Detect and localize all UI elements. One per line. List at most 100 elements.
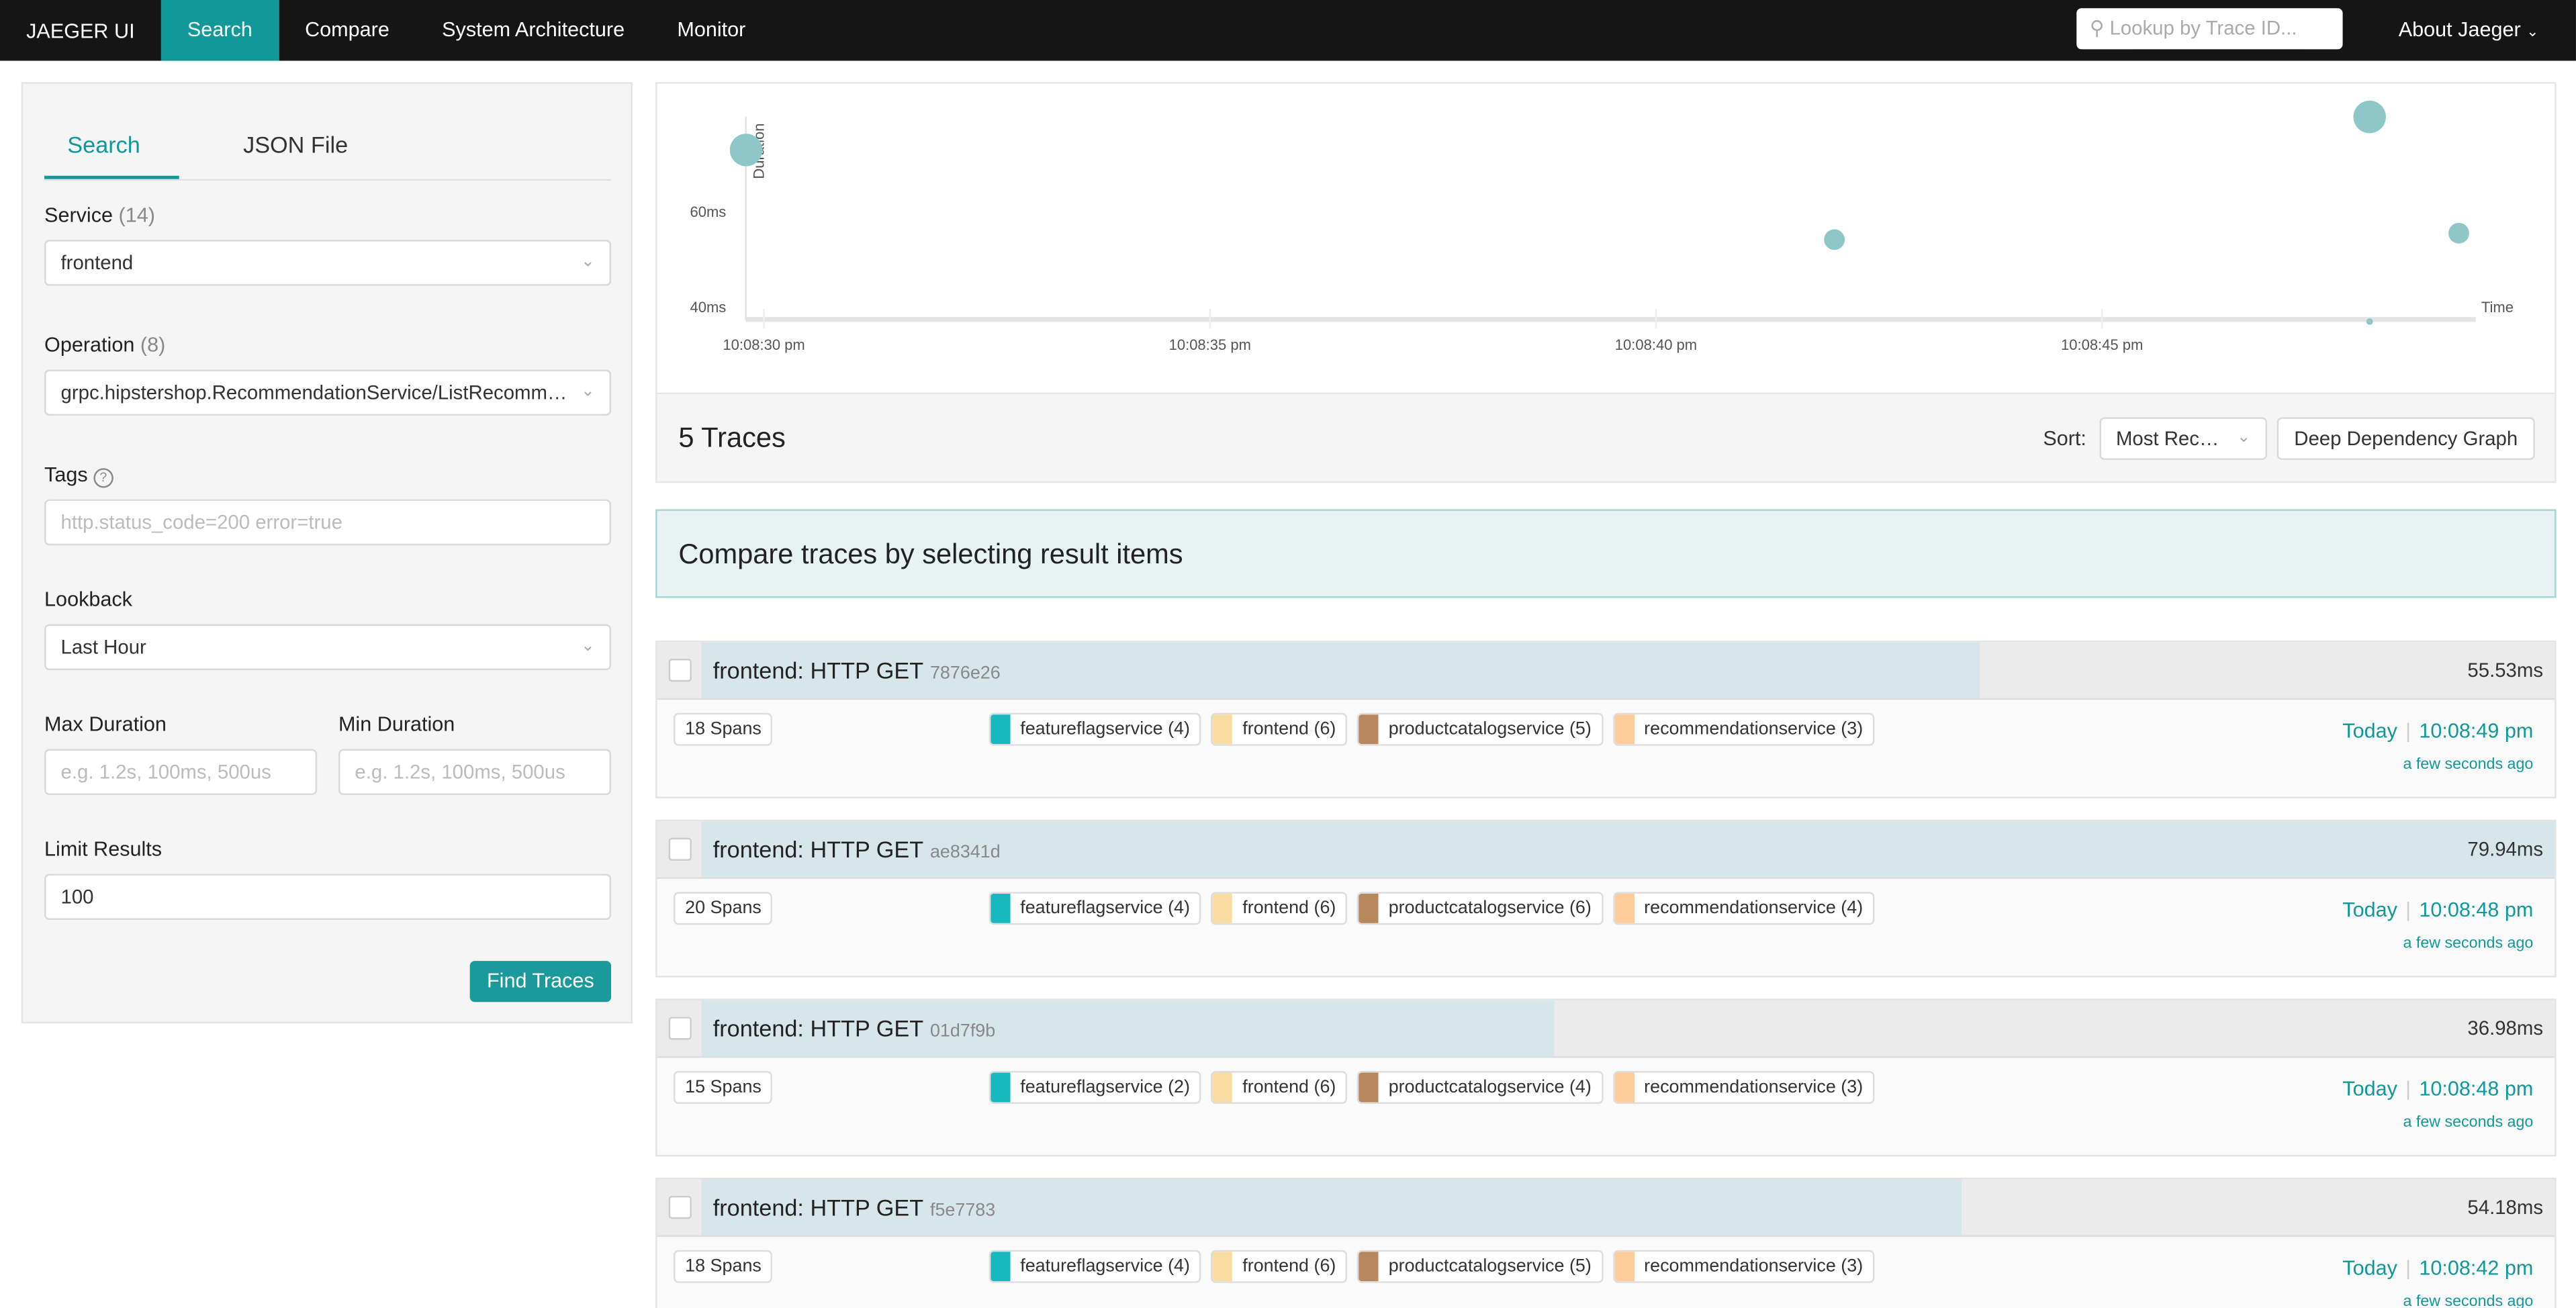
trace-title[interactable]: frontend: HTTP GET f5e7783 <box>712 1194 996 1221</box>
trace-result-item[interactable]: frontend: HTTP GET f5e7783 54.18ms 18 Spa… <box>655 1178 2557 1308</box>
service-tags: featureflagservice (4) frontend (6) produc… <box>988 712 1875 746</box>
service-tag-label: productcatalogservice (5) <box>1388 719 1592 739</box>
service-tag-label: recommendationservice (4) <box>1644 898 1864 919</box>
trace-point[interactable] <box>729 134 763 167</box>
service-tag: featureflagservice (2) <box>988 1071 1202 1104</box>
deep-dependency-graph-button[interactable]: Deep Dependency Graph <box>2276 417 2535 460</box>
service-color-swatch <box>1213 1072 1233 1103</box>
nav-compare[interactable]: Compare <box>305 17 389 42</box>
service-tag: frontend (6) <box>1211 1071 1348 1104</box>
trace-title[interactable]: frontend: HTTP GET 7876e26 <box>712 657 1001 684</box>
nav-search[interactable]: Search <box>160 0 279 61</box>
lookback-label: Lookback <box>44 588 132 612</box>
lookback-select[interactable]: Last Hour ⌄ <box>44 624 612 671</box>
top-nav: JAEGER UI Search Compare System Architec… <box>0 0 2576 61</box>
trace-relative-time: a few seconds ago <box>2403 755 2534 774</box>
service-tags: featureflagservice (4) frontend (6) produc… <box>988 1250 1875 1283</box>
trace-select-checkbox[interactable] <box>668 1017 692 1040</box>
service-color-swatch <box>1614 1072 1635 1103</box>
operation-label: Operation (8) <box>44 333 166 357</box>
x-tick-label: 10:08:30 pm <box>723 336 804 353</box>
tab-json-file[interactable]: JSON File <box>243 131 349 158</box>
service-color-swatch <box>1614 1252 1635 1282</box>
brand-logo[interactable]: JAEGER UI <box>26 19 135 42</box>
trace-duration: 36.98ms <box>2467 1017 2544 1040</box>
trace-point[interactable] <box>2353 100 2386 134</box>
trace-header[interactable]: frontend: HTTP GET f5e7783 54.18ms <box>657 1179 2555 1237</box>
trace-result-item[interactable]: frontend: HTTP GET ae8341d 79.94ms 20 Spa… <box>655 819 2557 978</box>
y-tick-60ms: 60ms <box>690 203 727 220</box>
sort-label: Sort: <box>2043 427 2086 451</box>
trace-select-checkbox[interactable] <box>668 837 692 861</box>
service-tag-label: featureflagservice (4) <box>1020 1256 1190 1276</box>
trace-header[interactable]: frontend: HTTP GET 01d7f9b 36.98ms <box>657 1000 2555 1058</box>
trace-result-item[interactable]: frontend: HTTP GET 7876e26 55.53ms 18 Spa… <box>655 641 2557 798</box>
chevron-down-icon: ⌄ <box>2526 23 2539 40</box>
trace-duration: 79.94ms <box>2467 837 2544 861</box>
service-tags: featureflagservice (4) frontend (6) produc… <box>988 892 1875 925</box>
x-axis-label: Time <box>2481 299 2514 316</box>
service-tag-label: recommendationservice (3) <box>1644 1256 1864 1276</box>
service-tag-label: recommendationservice (3) <box>1644 1077 1864 1098</box>
x-axis <box>745 317 2476 322</box>
y-tick-40ms: 40ms <box>690 299 727 316</box>
trace-point[interactable] <box>2366 318 2373 325</box>
trace-point[interactable] <box>1824 229 1845 250</box>
service-tag-label: featureflagservice (4) <box>1020 719 1190 739</box>
span-count-badge: 20 Spans <box>674 892 773 925</box>
min-duration-input[interactable]: e.g. 1.2s, 100ms, 500us <box>338 749 612 796</box>
trace-duration: 54.18ms <box>2467 1195 2544 1219</box>
trace-duration-bar <box>701 642 1980 698</box>
span-count-badge: 18 Spans <box>674 1250 773 1283</box>
lookup-placeholder: Lookup by Trace ID... <box>2109 16 2297 40</box>
trace-header[interactable]: frontend: HTTP GET 7876e26 55.53ms <box>657 642 2555 700</box>
trace-relative-time: a few seconds ago <box>2403 935 2534 953</box>
find-traces-button[interactable]: Find Traces <box>469 961 612 1002</box>
service-tag: frontend (6) <box>1211 892 1348 925</box>
trace-title[interactable]: frontend: HTTP GET ae8341d <box>712 836 1001 863</box>
service-tag-label: frontend (6) <box>1242 719 1336 739</box>
service-tag: recommendationservice (3) <box>1612 712 1875 746</box>
x-tick-label: 10:08:35 pm <box>1169 336 1251 353</box>
min-duration-label: Min Duration <box>338 712 455 736</box>
tags-input[interactable]: http.status_code=200 error=true <box>44 499 612 546</box>
trace-id: 01d7f9b <box>929 1021 996 1042</box>
trace-relative-time: a few seconds ago <box>2403 1293 2534 1308</box>
nav-system-architecture[interactable]: System Architecture <box>442 17 625 42</box>
span-count-badge: 18 Spans <box>674 712 773 746</box>
trace-id-lookup-input[interactable]: ⚲ Lookup by Trace ID... <box>2076 8 2343 50</box>
trace-relative-time: a few seconds ago <box>2403 1113 2534 1132</box>
chevron-down-icon: ⌄ <box>2237 428 2251 447</box>
about-jaeger-menu[interactable]: About Jaeger ⌄ <box>2399 0 2539 62</box>
service-tag-label: frontend (6) <box>1242 898 1336 919</box>
service-tag-label: productcatalogservice (4) <box>1388 1077 1592 1098</box>
service-select[interactable]: frontend ⌄ <box>44 240 612 286</box>
limit-results-input[interactable]: 100 <box>44 874 612 920</box>
trace-select-checkbox[interactable] <box>668 659 692 682</box>
service-label: Service (14) <box>44 203 155 227</box>
sort-select[interactable]: Most Recent ⌄ <box>2099 417 2268 460</box>
nav-monitor[interactable]: Monitor <box>677 17 746 42</box>
trace-select-checkbox[interactable] <box>668 1195 692 1219</box>
service-color-swatch <box>1359 1252 1379 1282</box>
help-icon[interactable]: ? <box>93 468 113 488</box>
trace-timestamp: Today | 10:08:48 pm <box>2342 898 2534 922</box>
service-color-swatch <box>1213 893 1233 923</box>
service-tag-label: recommendationservice (3) <box>1644 719 1864 739</box>
operation-select[interactable]: grpc.hipstershop.RecommendationService/L… <box>44 369 612 416</box>
max-duration-input[interactable]: e.g. 1.2s, 100ms, 500us <box>44 749 318 796</box>
trace-count: 5 Traces <box>678 422 786 454</box>
trace-point[interactable] <box>2448 222 2469 244</box>
max-duration-label: Max Duration <box>44 712 167 736</box>
tab-search[interactable]: Search <box>67 131 140 158</box>
trace-header[interactable]: frontend: HTTP GET ae8341d 79.94ms <box>657 821 2555 879</box>
chevron-down-icon: ⌄ <box>581 252 595 271</box>
service-tag: productcatalogservice (4) <box>1357 1071 1603 1104</box>
trace-result-item[interactable]: frontend: HTTP GET 01d7f9b 36.98ms 15 Spa… <box>655 998 2557 1157</box>
x-tick-label: 10:08:45 pm <box>2061 336 2143 353</box>
service-color-swatch <box>991 1252 1011 1282</box>
trace-title[interactable]: frontend: HTTP GET 01d7f9b <box>712 1015 996 1042</box>
tags-label: Tags ? <box>44 463 113 488</box>
service-tag: productcatalogservice (5) <box>1357 712 1603 746</box>
service-tag: frontend (6) <box>1211 712 1348 746</box>
